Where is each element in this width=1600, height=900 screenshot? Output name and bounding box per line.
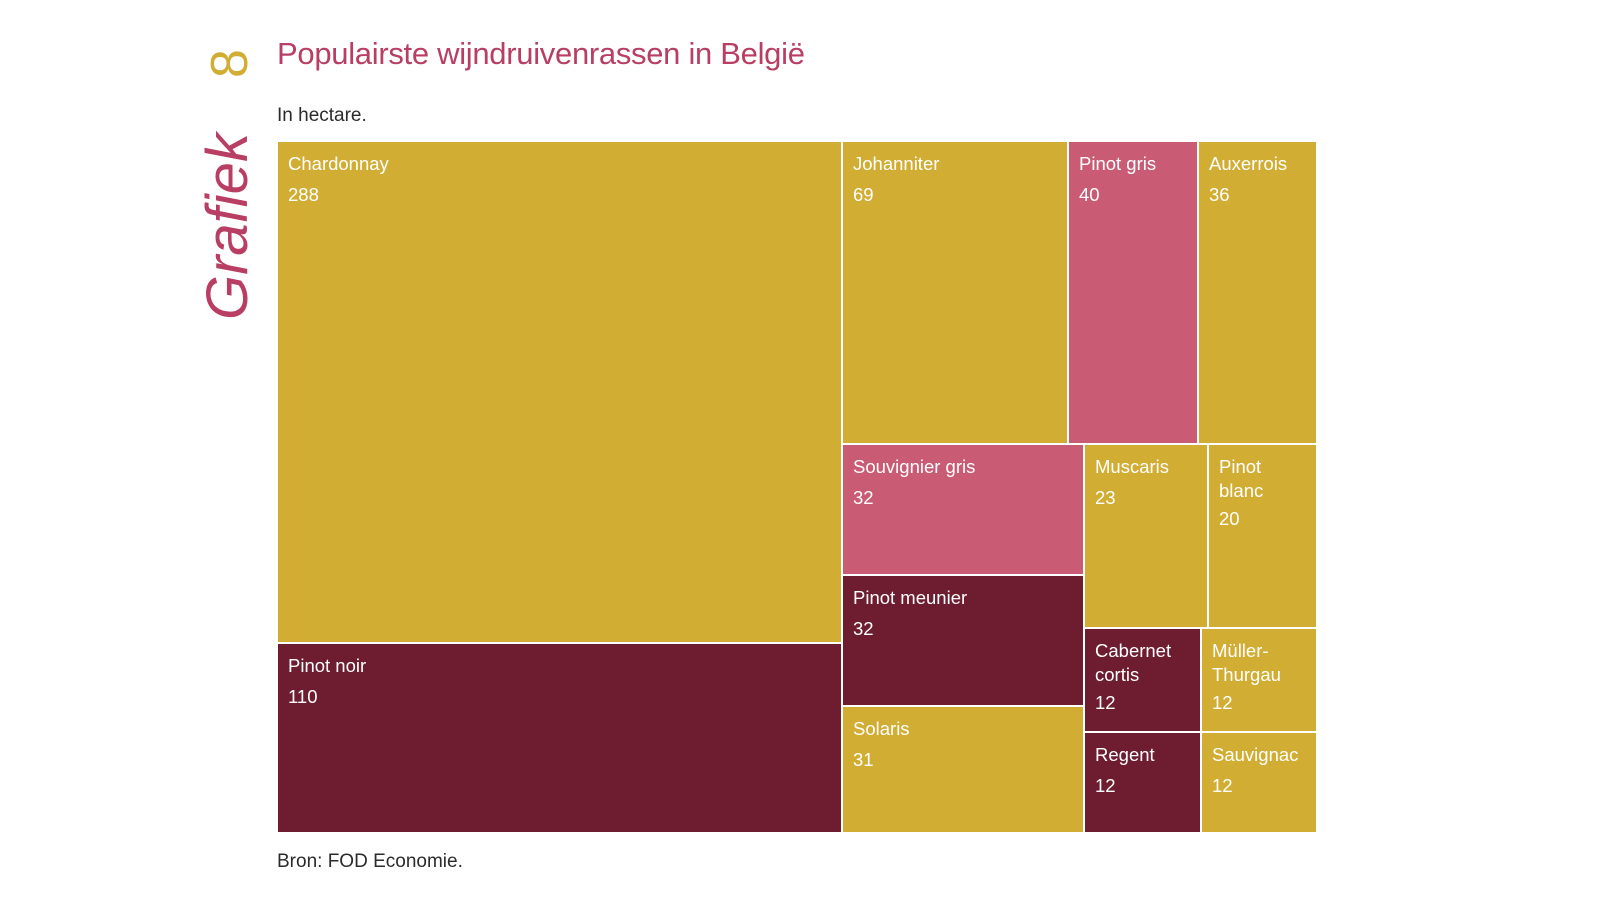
treemap-label-johanniter: Johanniter xyxy=(853,153,939,174)
treemap-label-pinot-blanc-line-1: Pinot xyxy=(1219,456,1261,477)
treemap-label-solaris: Solaris xyxy=(853,718,910,739)
treemap-rect-muller-thurgau xyxy=(1200,627,1318,733)
treemap-value-sauvignac: 12 xyxy=(1212,775,1233,796)
treemap-label-regent: Regent xyxy=(1095,744,1155,765)
treemap-rect-pinot-gris xyxy=(1067,140,1199,445)
treemap-tile-pinot-meunier: Pinot meunier 32 xyxy=(841,574,1085,707)
treemap-value-auxerrois: 36 xyxy=(1209,184,1230,205)
treemap-label-auxerrois: Auxerrois xyxy=(1209,153,1287,174)
treemap-label-muller-thurgau-line-2: Thurgau xyxy=(1212,664,1281,685)
treemap-tile-sauvignac: Sauvignac 12 xyxy=(1200,731,1318,834)
treemap-rect-pinot-blanc xyxy=(1207,443,1318,629)
treemap-label-cabernet-cortis-line-1: Cabernet xyxy=(1095,640,1171,661)
treemap-label-muller-thurgau-line-1: Müller- xyxy=(1212,640,1269,661)
chart-subtitle: In hectare. xyxy=(277,105,367,126)
treemap-value-pinot-gris: 40 xyxy=(1079,184,1100,205)
treemap-rect-chardonnay xyxy=(276,140,843,644)
treemap-label-muscaris: Muscaris xyxy=(1095,456,1169,477)
treemap-label-pinot-blanc-line-2: blanc xyxy=(1219,480,1263,501)
treemap-value-pinot-noir: 110 xyxy=(288,686,318,707)
treemap-tile-souvignier-gris: Souvignier gris 32 xyxy=(841,443,1085,576)
treemap-tile-johanniter: Johanniter 69 xyxy=(841,140,1069,445)
treemap-tile-chardonnay: Chardonnay 288 xyxy=(276,140,843,644)
treemap-tile-pinot-blanc: Pinot blanc 20 xyxy=(1207,443,1318,629)
treemap-tile-pinot-noir: Pinot noir 110 xyxy=(276,642,843,834)
chart-word: Grafiek xyxy=(195,130,257,320)
treemap-label-pinot-noir: Pinot noir xyxy=(288,655,366,676)
treemap-label-cabernet-cortis-line-2: cortis xyxy=(1095,664,1139,685)
treemap-rect-pinot-noir xyxy=(276,642,843,834)
treemap-rect-johanniter xyxy=(841,140,1069,445)
treemap-label-sauvignac: Sauvignac xyxy=(1212,744,1298,765)
treemap-value-muscaris: 23 xyxy=(1095,487,1116,508)
treemap-tile-cabernet-cortis: Cabernet cortis 12 xyxy=(1083,627,1202,733)
treemap-rect-auxerrois xyxy=(1197,140,1318,445)
treemap-tile-solaris: Solaris 31 xyxy=(841,705,1085,834)
treemap-rect-sauvignac xyxy=(1200,731,1318,834)
treemap-label-pinot-meunier: Pinot meunier xyxy=(853,587,967,608)
treemap-value-cabernet-cortis: 12 xyxy=(1095,692,1116,713)
chart-number-graphic: 8 Grafiek xyxy=(195,49,257,320)
treemap-tile-auxerrois: Auxerrois 36 xyxy=(1197,140,1318,445)
treemap-value-regent: 12 xyxy=(1095,775,1116,796)
treemap-value-pinot-blanc: 20 xyxy=(1219,508,1240,529)
chart-title: Populairste wijndruivenrassen in België xyxy=(277,36,805,71)
treemap-label-chardonnay: Chardonnay xyxy=(288,153,390,174)
chart-source: Bron: FOD Economie. xyxy=(277,851,463,872)
treemap-rect-solaris xyxy=(841,705,1085,834)
treemap-label-souvignier-gris: Souvignier gris xyxy=(853,456,975,477)
treemap-rect-souvignier-gris xyxy=(841,443,1085,576)
treemap-rect-pinot-meunier xyxy=(841,574,1085,707)
chart-number: 8 xyxy=(201,49,257,78)
treemap-value-johanniter: 69 xyxy=(853,184,874,205)
treemap-tile-muller-thurgau: Müller- Thurgau 12 xyxy=(1200,627,1318,733)
treemap-tile-regent: Regent 12 xyxy=(1083,731,1202,834)
treemap-tile-pinot-gris: Pinot gris 40 xyxy=(1067,140,1199,445)
treemap-value-muller-thurgau: 12 xyxy=(1212,692,1233,713)
treemap-rect-cabernet-cortis xyxy=(1083,627,1202,733)
treemap-label-pinot-gris: Pinot gris xyxy=(1079,153,1156,174)
treemap-value-solaris: 31 xyxy=(853,749,874,770)
chart-number-label: 8 Grafiek xyxy=(195,45,257,320)
treemap-tile-muscaris: Muscaris 23 xyxy=(1083,443,1209,629)
treemap-value-pinot-meunier: 32 xyxy=(853,618,874,639)
treemap-value-chardonnay: 288 xyxy=(288,184,319,205)
treemap-value-souvignier-gris: 32 xyxy=(853,487,874,508)
